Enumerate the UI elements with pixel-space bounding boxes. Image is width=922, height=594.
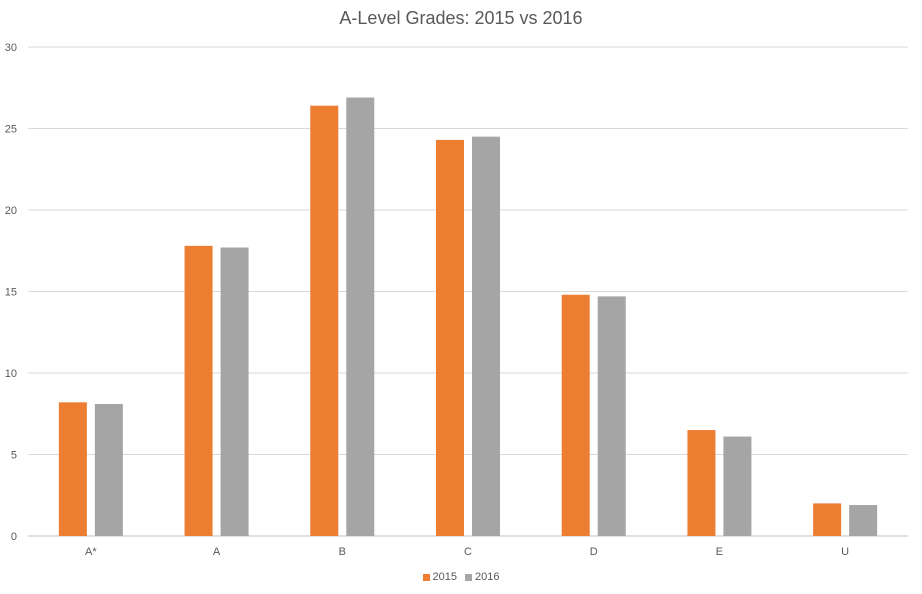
legend-label-2015: 2015 <box>432 571 457 583</box>
bar-2016-B <box>346 97 375 536</box>
bar-2015-A* <box>58 402 87 536</box>
x-tick-label: U <box>841 546 849 558</box>
x-tick-label: D <box>590 546 598 558</box>
legend-item-2015[interactable]: 2015 <box>422 571 457 583</box>
x-tick-label: B <box>339 546 346 558</box>
y-tick-label: 10 <box>5 368 17 380</box>
bar-2016-A* <box>94 403 123 536</box>
bar-2016-C <box>472 136 500 536</box>
y-tick-label: 20 <box>5 205 17 217</box>
bar-2015-U <box>813 503 842 536</box>
y-tick-label: 30 <box>5 42 17 54</box>
legend: 2015 2016 <box>0 571 922 583</box>
bar-2016-E <box>723 436 752 536</box>
y-tick-label: 15 <box>5 287 17 299</box>
x-tick-label: E <box>716 546 723 558</box>
chart-title: A-Level Grades: 2015 vs 2016 <box>339 8 583 28</box>
bar-2016-U <box>849 505 878 536</box>
bar-2015-D <box>561 294 590 536</box>
x-tick-label: A* <box>85 546 97 558</box>
legend-item-2016[interactable]: 2016 <box>465 571 499 583</box>
bar-2016-A <box>220 247 249 537</box>
bar-2015-A <box>184 245 213 537</box>
y-tick-label: 5 <box>11 450 17 462</box>
bar-2016-D <box>597 296 626 536</box>
x-tick-label: C <box>464 546 472 558</box>
legend-swatch-2016 <box>465 573 472 581</box>
y-tick-label: 25 <box>5 124 17 136</box>
legend-swatch-2015 <box>422 573 430 581</box>
bar-2015-B <box>310 105 339 537</box>
x-tick-label: A <box>213 546 221 558</box>
bar-2015-C <box>436 139 464 536</box>
bar-2015-E <box>687 430 716 536</box>
legend-label-2016: 2016 <box>475 571 500 583</box>
y-tick-label: 0 <box>11 531 17 543</box>
